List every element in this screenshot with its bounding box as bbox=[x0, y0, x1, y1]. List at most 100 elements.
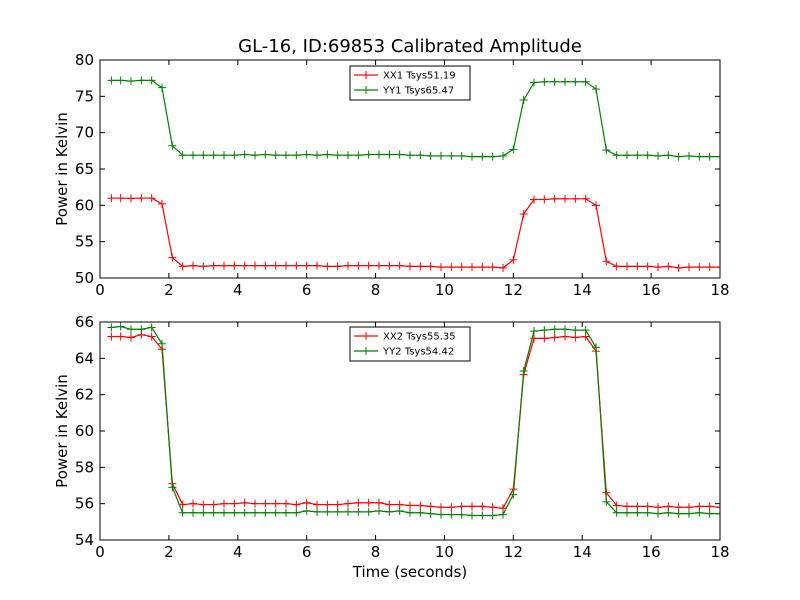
data-point bbox=[488, 152, 497, 161]
data-point bbox=[333, 262, 342, 271]
data-point bbox=[437, 510, 445, 519]
data-point bbox=[261, 499, 270, 508]
data-point bbox=[230, 508, 239, 517]
data-point bbox=[705, 152, 714, 161]
data-point bbox=[674, 509, 683, 518]
data-point bbox=[540, 77, 549, 86]
data-point bbox=[158, 199, 166, 208]
data-point bbox=[147, 194, 156, 203]
data-point bbox=[147, 323, 156, 332]
data-point bbox=[478, 152, 487, 161]
data-point bbox=[550, 194, 559, 203]
data-point bbox=[209, 261, 218, 270]
y-tick-label: 65 bbox=[75, 160, 94, 178]
data-point bbox=[406, 151, 414, 160]
data-point bbox=[271, 151, 280, 160]
y-tick-label: 50 bbox=[75, 269, 94, 287]
data-point bbox=[158, 339, 166, 348]
data-point bbox=[395, 261, 404, 270]
data-point bbox=[209, 508, 218, 517]
y-tick-label: 58 bbox=[75, 458, 94, 476]
data-point bbox=[685, 263, 693, 272]
data-point bbox=[499, 510, 507, 519]
top-chart: GL-16, ID:69853 Calibrated Amplitude 0 2 4 6… bbox=[53, 36, 730, 299]
data-point bbox=[457, 502, 466, 511]
y-tick-label: 56 bbox=[75, 495, 94, 513]
data-point bbox=[302, 498, 311, 507]
data-point bbox=[612, 501, 621, 510]
data-point bbox=[147, 332, 156, 341]
data-point bbox=[612, 262, 621, 271]
data-point bbox=[406, 262, 414, 271]
data-point bbox=[292, 261, 301, 270]
x-tick-label: 6 bbox=[302, 281, 312, 299]
data-point bbox=[509, 255, 518, 264]
legend: XX1 Tsys51.19 YY1 Tsys65.47 bbox=[349, 65, 471, 101]
data-point bbox=[395, 506, 404, 515]
data-point bbox=[716, 263, 720, 272]
data-point bbox=[602, 146, 611, 155]
data-point bbox=[654, 151, 662, 160]
data-point bbox=[654, 509, 662, 518]
data-point bbox=[540, 326, 549, 335]
x-tick-label: 4 bbox=[233, 543, 243, 561]
data-point bbox=[468, 502, 476, 511]
data-point bbox=[240, 261, 249, 270]
legend-marker bbox=[362, 332, 370, 340]
x-tick-label: 4 bbox=[233, 281, 243, 299]
data-point bbox=[189, 151, 197, 160]
data-point bbox=[168, 483, 177, 492]
data-point bbox=[695, 152, 704, 161]
data-point bbox=[488, 511, 497, 520]
data-point bbox=[127, 325, 135, 334]
data-point bbox=[447, 151, 456, 160]
y-tick-label: 66 bbox=[75, 313, 94, 331]
data-point bbox=[178, 500, 187, 509]
data-point bbox=[612, 508, 621, 517]
data-point bbox=[385, 150, 394, 159]
y-tick-label: 64 bbox=[75, 349, 94, 367]
data-point bbox=[147, 76, 156, 85]
data-point bbox=[344, 499, 352, 508]
data-point bbox=[571, 326, 580, 335]
data-point bbox=[612, 151, 621, 160]
data-point bbox=[457, 510, 466, 519]
data-point bbox=[550, 333, 559, 342]
data-point bbox=[530, 195, 538, 204]
x-tick-label: 8 bbox=[371, 543, 381, 561]
data-point bbox=[561, 194, 569, 203]
data-point bbox=[416, 151, 425, 160]
data-point bbox=[685, 509, 693, 518]
x-tick-label: 12 bbox=[504, 281, 523, 299]
data-point bbox=[468, 263, 476, 272]
data-point bbox=[302, 150, 311, 159]
data-point bbox=[313, 507, 321, 516]
data-point bbox=[209, 151, 218, 160]
data-point bbox=[189, 508, 197, 517]
x-tick-label: 2 bbox=[164, 281, 174, 299]
data-point bbox=[664, 508, 673, 517]
data-point bbox=[581, 326, 590, 335]
data-point bbox=[240, 508, 249, 517]
data-point bbox=[478, 263, 487, 272]
data-point bbox=[447, 263, 456, 272]
data-point bbox=[716, 509, 720, 518]
data-point bbox=[323, 507, 332, 516]
data-point bbox=[664, 262, 673, 271]
data-point bbox=[107, 76, 116, 85]
data-point bbox=[540, 334, 549, 343]
data-point bbox=[416, 501, 425, 510]
legend-box bbox=[349, 65, 471, 101]
legend-label: YY1 Tsys65.47 bbox=[382, 86, 454, 97]
data-point bbox=[344, 507, 352, 516]
data-point bbox=[271, 261, 280, 270]
data-point bbox=[354, 507, 363, 516]
data-point bbox=[406, 508, 414, 517]
data-point bbox=[116, 76, 125, 85]
data-point bbox=[488, 503, 497, 512]
data-point bbox=[199, 151, 208, 160]
legend-marker bbox=[362, 86, 370, 94]
data-point bbox=[695, 508, 704, 517]
data-point bbox=[426, 151, 435, 160]
data-point bbox=[705, 509, 714, 518]
